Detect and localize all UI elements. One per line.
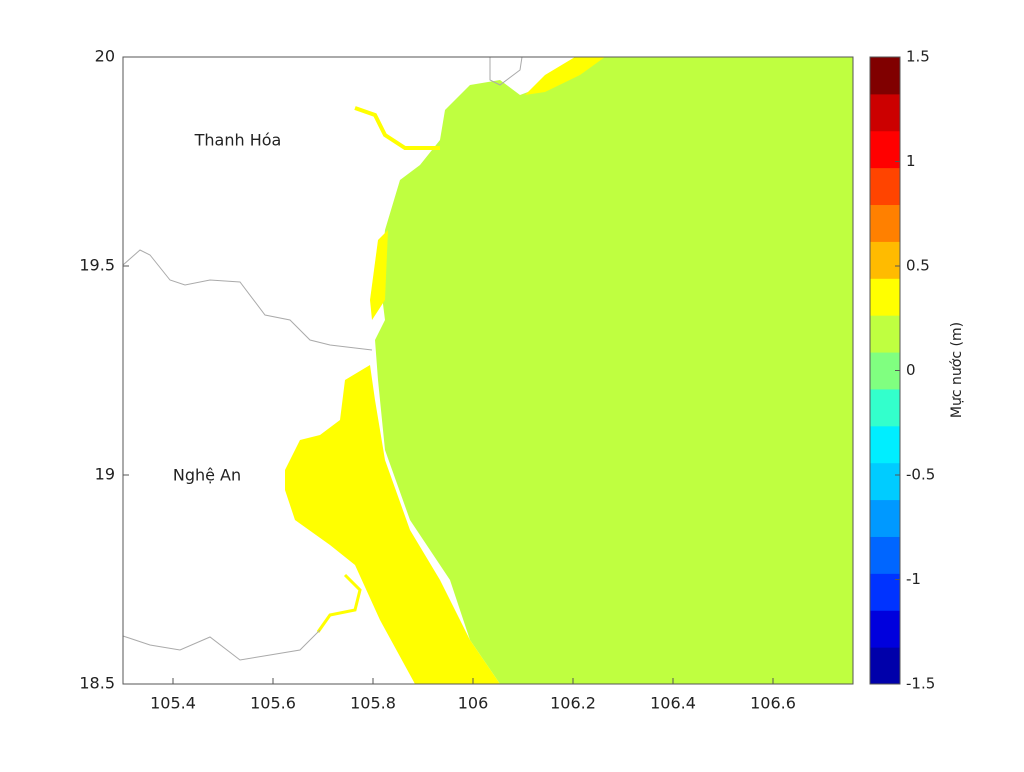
colorbar-band — [870, 610, 900, 648]
y-tick-label: 19 — [95, 465, 115, 484]
y-tick-label: 18.5 — [79, 674, 115, 693]
colorbar-tick-label: -0.5 — [906, 466, 935, 484]
colorbar-band — [870, 315, 900, 353]
colorbar-tick-label: 0.5 — [906, 257, 930, 275]
border — [122, 249, 373, 351]
colorbar-tick-label: 0 — [906, 361, 916, 379]
colorbar-band — [870, 57, 900, 95]
colorbar-band — [870, 167, 900, 206]
x-tick-label: 106.6 — [750, 694, 796, 713]
border — [489, 56, 523, 86]
colorbar-tick-label: 1.5 — [906, 48, 930, 66]
colorbar-band — [870, 536, 900, 574]
x-tick-label: 106 — [458, 694, 489, 713]
colorbar-tick-label: -1 — [906, 570, 921, 588]
sea — [375, 57, 853, 684]
colorbar-band — [870, 425, 900, 464]
colorbar-band — [870, 204, 900, 242]
colorbar-band — [870, 278, 900, 316]
river — [354, 106, 440, 150]
colorbar-band — [870, 462, 900, 501]
x-tick-label: 106.2 — [550, 694, 596, 713]
x-tick-label: 105.6 — [250, 694, 296, 713]
y-tick-label: 20 — [95, 47, 115, 66]
coastal-water — [525, 57, 605, 95]
colorbar-band — [870, 93, 900, 132]
colorbar-band — [870, 499, 900, 537]
map-shapes — [122, 56, 853, 684]
x-tick-label: 105.8 — [350, 694, 396, 713]
colorbar-tick-label: 1 — [906, 152, 916, 170]
x-tick-label: 105.4 — [150, 694, 196, 713]
border — [122, 629, 321, 661]
colorbar-tick-label: -1.5 — [906, 675, 935, 693]
y-tick-label: 19.5 — [79, 256, 115, 275]
region-label: Nghệ An — [173, 466, 241, 485]
colorbar-band — [870, 647, 900, 685]
colorbar-band — [870, 130, 900, 169]
coastal-water — [285, 365, 500, 684]
colorbar-band — [870, 573, 900, 611]
axes-box — [122, 56, 854, 685]
coastal-water — [370, 230, 388, 320]
colorbar-band — [870, 388, 900, 427]
x-tick-label: 106.4 — [650, 694, 696, 713]
region-label: Thanh Hóa — [194, 131, 282, 150]
river — [316, 573, 362, 633]
colorbar-label: Mực nước (m) — [949, 322, 965, 418]
colorbar-band — [870, 241, 900, 279]
